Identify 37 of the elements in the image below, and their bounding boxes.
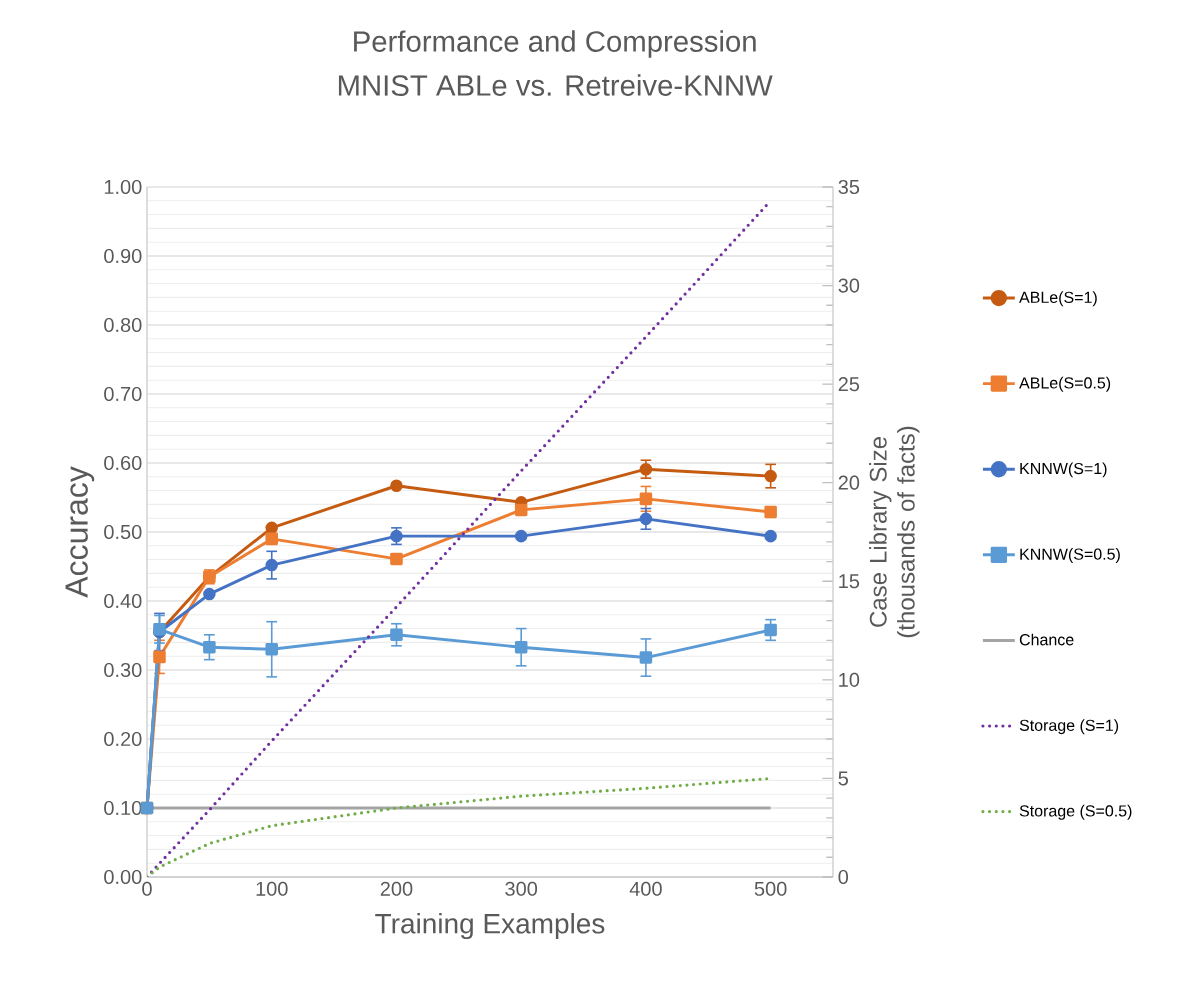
y2-tick-label: 30 — [838, 278, 860, 293]
legend-label: KNNW(S=1) — [1020, 462, 1107, 478]
y-tick-label: 0.00 — [104, 869, 142, 885]
y2-tick-label: 0 — [838, 869, 849, 885]
y-tick-label: 0.80 — [104, 317, 142, 333]
x-tick-label: 300 — [505, 881, 538, 896]
y-tick-label: 1.00 — [104, 179, 142, 195]
y2-tick-label: 15 — [839, 574, 860, 589]
y-tick-label: 0.50 — [104, 524, 142, 540]
legend-label: Chance — [1019, 633, 1074, 646]
legend-label: ABLe(S=0.5) — [1019, 376, 1111, 392]
y-tick-label: 0.70 — [104, 386, 142, 402]
y-tick-label: 0.60 — [104, 455, 142, 471]
y-tick-label: 0.40 — [104, 593, 142, 609]
x-tick-label: 0 — [142, 881, 152, 896]
y2-tick-label: 5 — [838, 771, 848, 786]
y-axis-title: Accuracy — [65, 466, 95, 598]
y2-axis-title: Case Library Size (thousands of facts) — [869, 426, 920, 638]
legend-label: KNNW(S=0.5) — [1020, 548, 1120, 563]
legend-label: ABLe(S=1) — [1019, 291, 1097, 307]
x-tick-label: 400 — [629, 881, 662, 896]
y-tick-label: 0.30 — [104, 662, 142, 678]
y-tick-label: 0.90 — [104, 248, 142, 264]
chart-title: Performance and Compression — [354, 30, 756, 58]
x-tick-label: 100 — [256, 881, 288, 896]
y2-tick-label: 20 — [838, 475, 860, 490]
x-tick-label: 500 — [754, 881, 787, 896]
y-tick-label: 0.10 — [104, 800, 142, 816]
chart-subtitle: MNIST ABLe vs. Retreive-KNNW — [338, 74, 773, 96]
x-tick-label: 200 — [380, 881, 413, 896]
x-axis-title: Training Examples — [375, 913, 605, 940]
legend-label: Storage (S=1) — [1019, 719, 1119, 735]
y2-tick-label: 25 — [838, 377, 860, 392]
y2-tick-label: 10 — [839, 672, 860, 687]
y2-tick-label: 35 — [838, 179, 860, 195]
legend-label: Storage (S=0.5) — [1019, 804, 1132, 820]
y-tick-label: 0.20 — [104, 731, 142, 747]
